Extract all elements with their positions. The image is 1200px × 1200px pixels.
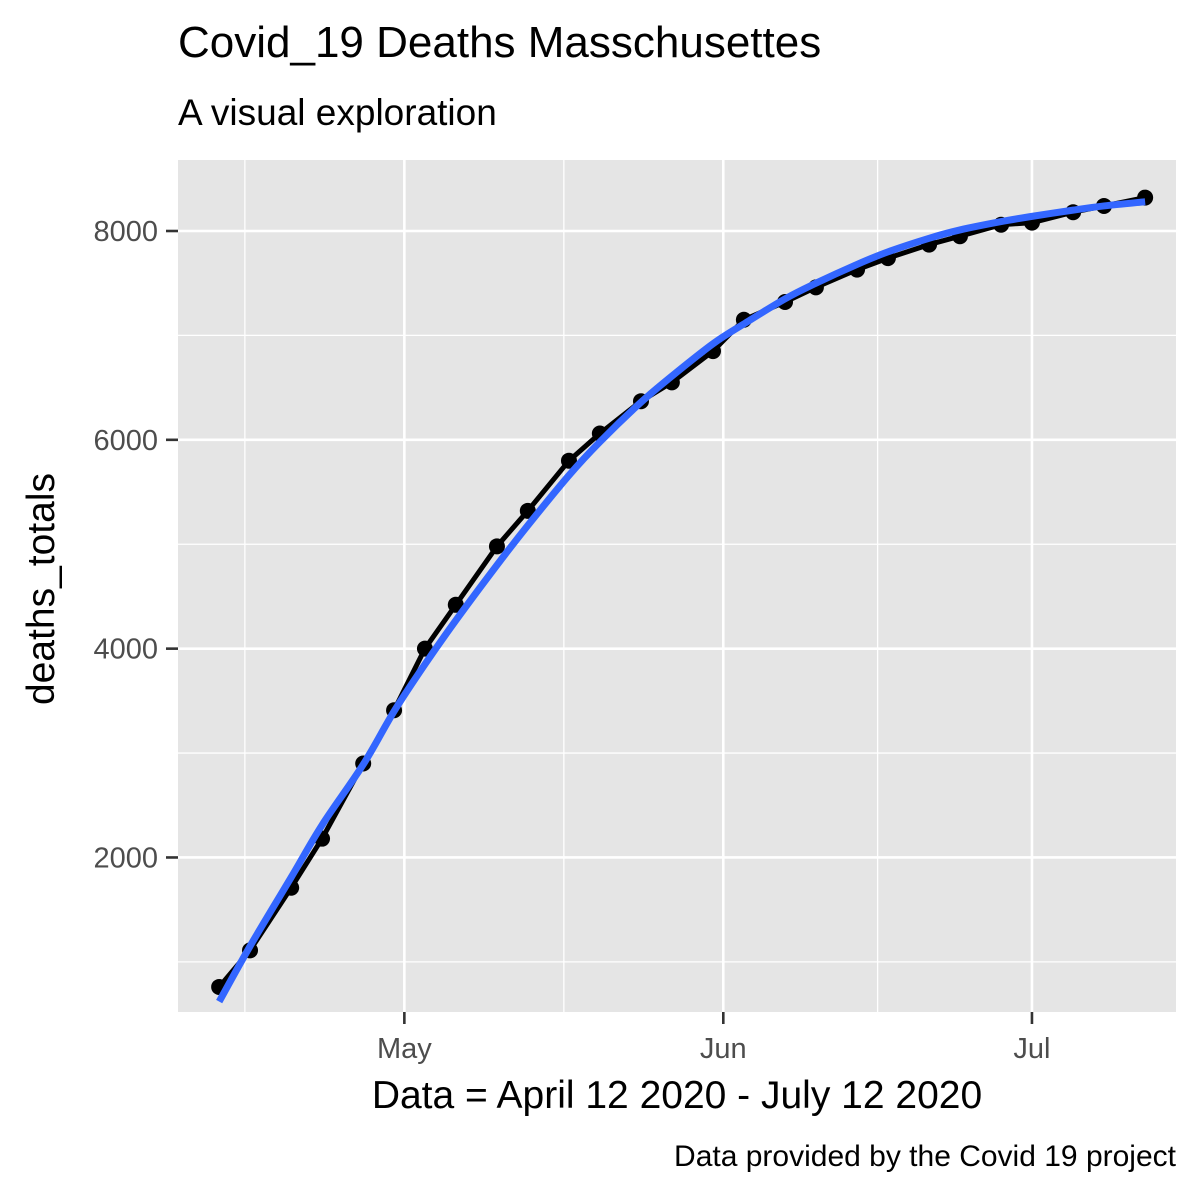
data-point <box>519 502 536 519</box>
x-tick-label: Jun <box>700 1033 747 1065</box>
y-tick-label: 6000 <box>93 425 158 457</box>
tick-labels: 2000 4000 6000 8000 May Jun Jul <box>93 216 1050 1065</box>
grid-major <box>178 160 1176 1012</box>
chart-caption: Data provided by the Covid 19 project <box>674 1140 1176 1173</box>
x-tick-label: Jul <box>1013 1033 1050 1065</box>
plot-panel <box>178 160 1176 1012</box>
x-tick-label: May <box>377 1033 432 1065</box>
data-point <box>447 596 464 613</box>
smooth-trend-line <box>216 198 1146 1004</box>
series-layer <box>211 189 1154 1004</box>
x-axis-label: Data = April 12 2020 - July 12 2020 <box>371 1074 983 1117</box>
data-point <box>560 452 577 469</box>
y-tick-label: 2000 <box>93 842 158 874</box>
grid-minor <box>178 160 1176 1012</box>
chart-title: Covid_19 Deaths Masschusettes <box>178 18 822 67</box>
y-tick-label: 4000 <box>93 634 158 666</box>
axis-ticks <box>166 229 1034 1024</box>
y-axis-label: deaths_totals <box>20 472 63 706</box>
data-point <box>488 538 505 555</box>
chart-subtitle: A visual exploration <box>178 92 497 133</box>
y-tick-label: 8000 <box>93 216 158 248</box>
